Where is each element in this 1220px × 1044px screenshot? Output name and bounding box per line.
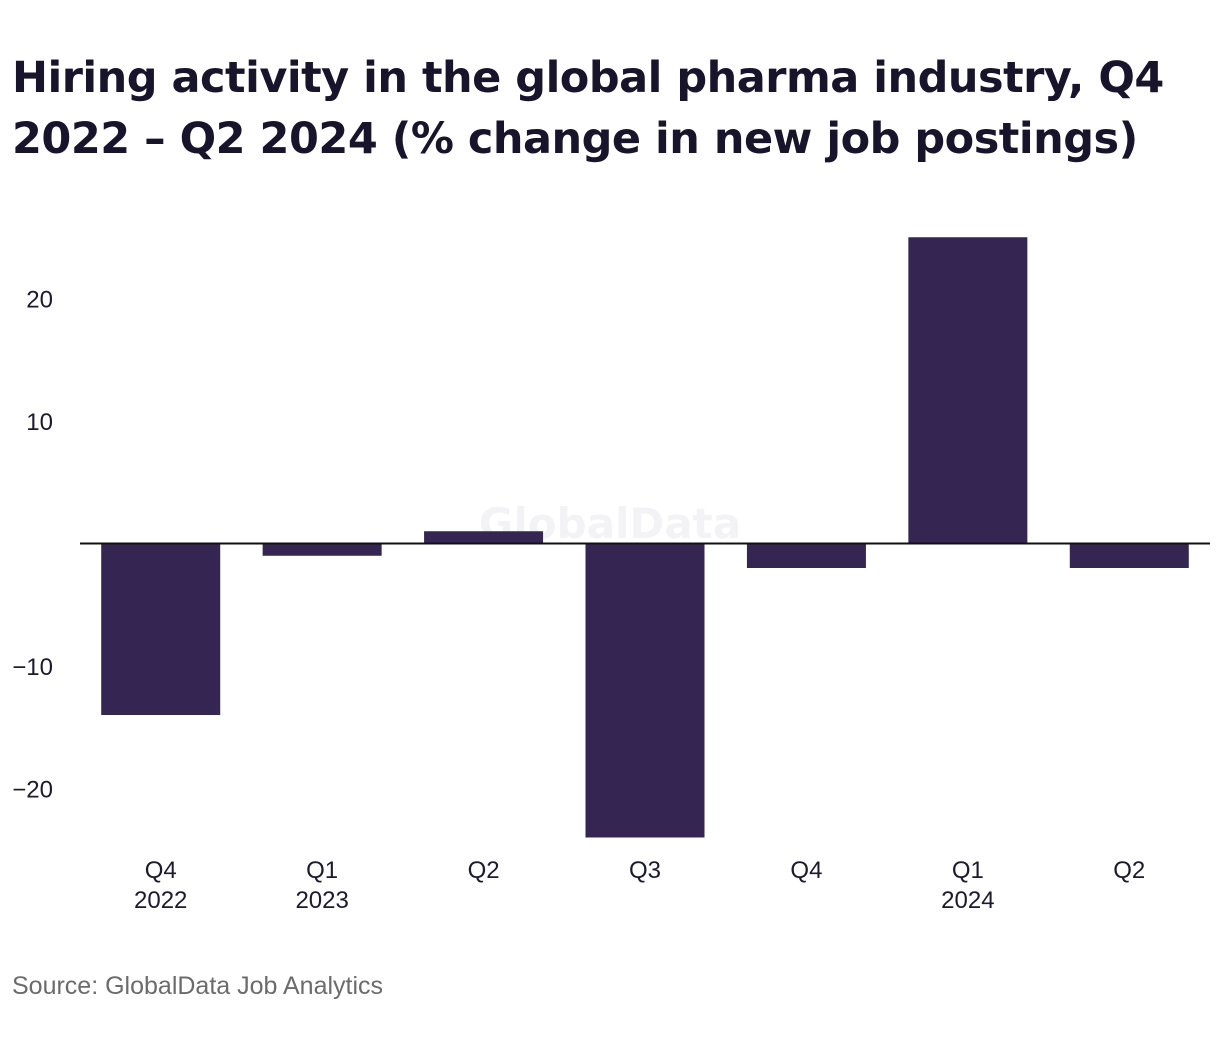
- x-tick-label-quarter: Q4: [790, 857, 822, 884]
- chart-title: Hiring activity in the global pharma ind…: [12, 53, 1164, 164]
- x-tick-label-quarter: Q3: [629, 857, 661, 884]
- y-axis-ticks: 20 10 −10 −20: [12, 287, 53, 804]
- bar: [908, 237, 1028, 544]
- x-axis-labels: Q4 2022 Q1 2023 Q2 Q3 Q4 Q1 2024 Q2: [134, 857, 1145, 914]
- x-tick-label-quarter: Q2: [468, 857, 500, 884]
- x-tick-label-quarter: Q1: [306, 857, 338, 884]
- bar: [262, 543, 382, 556]
- x-tick-label-quarter: Q1: [952, 857, 984, 884]
- bar: [585, 543, 705, 838]
- y-tick-label: 20: [26, 287, 53, 314]
- x-tick-label-year: 2024: [941, 887, 994, 914]
- y-tick-label: −20: [12, 777, 53, 804]
- bar: [1069, 543, 1189, 568]
- y-tick-label: −10: [12, 654, 53, 681]
- bar: [746, 543, 866, 568]
- bars: [101, 237, 1189, 838]
- source-note: Source: GlobalData Job Analytics: [12, 972, 384, 1000]
- x-tick-label-quarter: Q2: [1113, 857, 1145, 884]
- x-tick-label-year: 2022: [134, 887, 187, 914]
- x-tick-label-quarter: Q4: [145, 857, 177, 884]
- bar: [424, 531, 544, 544]
- y-tick-label: 10: [26, 409, 53, 436]
- bar: [101, 543, 221, 715]
- x-tick-label-year: 2023: [295, 887, 348, 914]
